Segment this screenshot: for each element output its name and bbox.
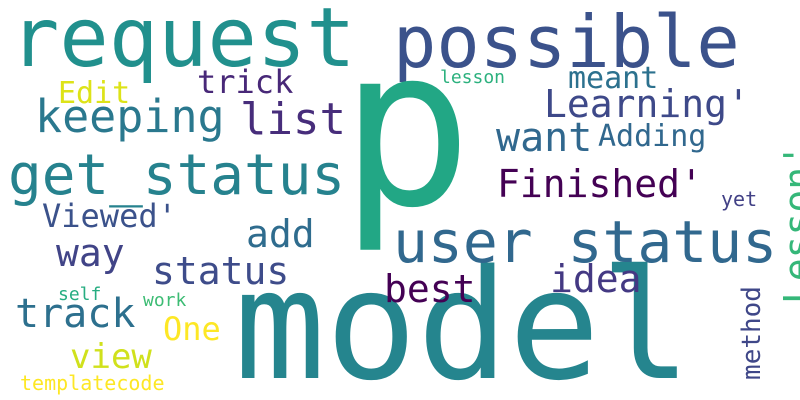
word-viewed: Viewed'	[42, 200, 177, 232]
word-idea: idea	[550, 260, 642, 298]
word-self: self	[58, 286, 101, 304]
word-status: status	[152, 252, 289, 290]
word-way: way	[56, 234, 125, 272]
word-p: p	[340, 18, 472, 238]
word-yet: yet	[721, 189, 757, 209]
word-view: view	[70, 340, 152, 374]
word-get-status: get_status	[8, 148, 345, 204]
word-list: list	[240, 98, 346, 142]
word-best: best	[384, 270, 476, 308]
word-lesson-vertical: Lesson'	[779, 144, 800, 304]
word-method: method	[739, 286, 765, 380]
word-lesson: lesson	[440, 69, 505, 87]
word-adding: Adding	[598, 122, 706, 152]
word-trick: trick	[197, 66, 293, 98]
word-request: request	[10, 0, 356, 80]
word-want: want	[496, 118, 592, 158]
word-edit: Edit	[58, 79, 130, 109]
word-meant: meant	[568, 64, 658, 94]
word-add: add	[246, 215, 315, 253]
word-work: work	[143, 292, 186, 310]
word-templatecode: templatecode	[20, 373, 165, 393]
word-one: One	[163, 313, 221, 345]
word-finished: Finished'	[497, 165, 703, 203]
